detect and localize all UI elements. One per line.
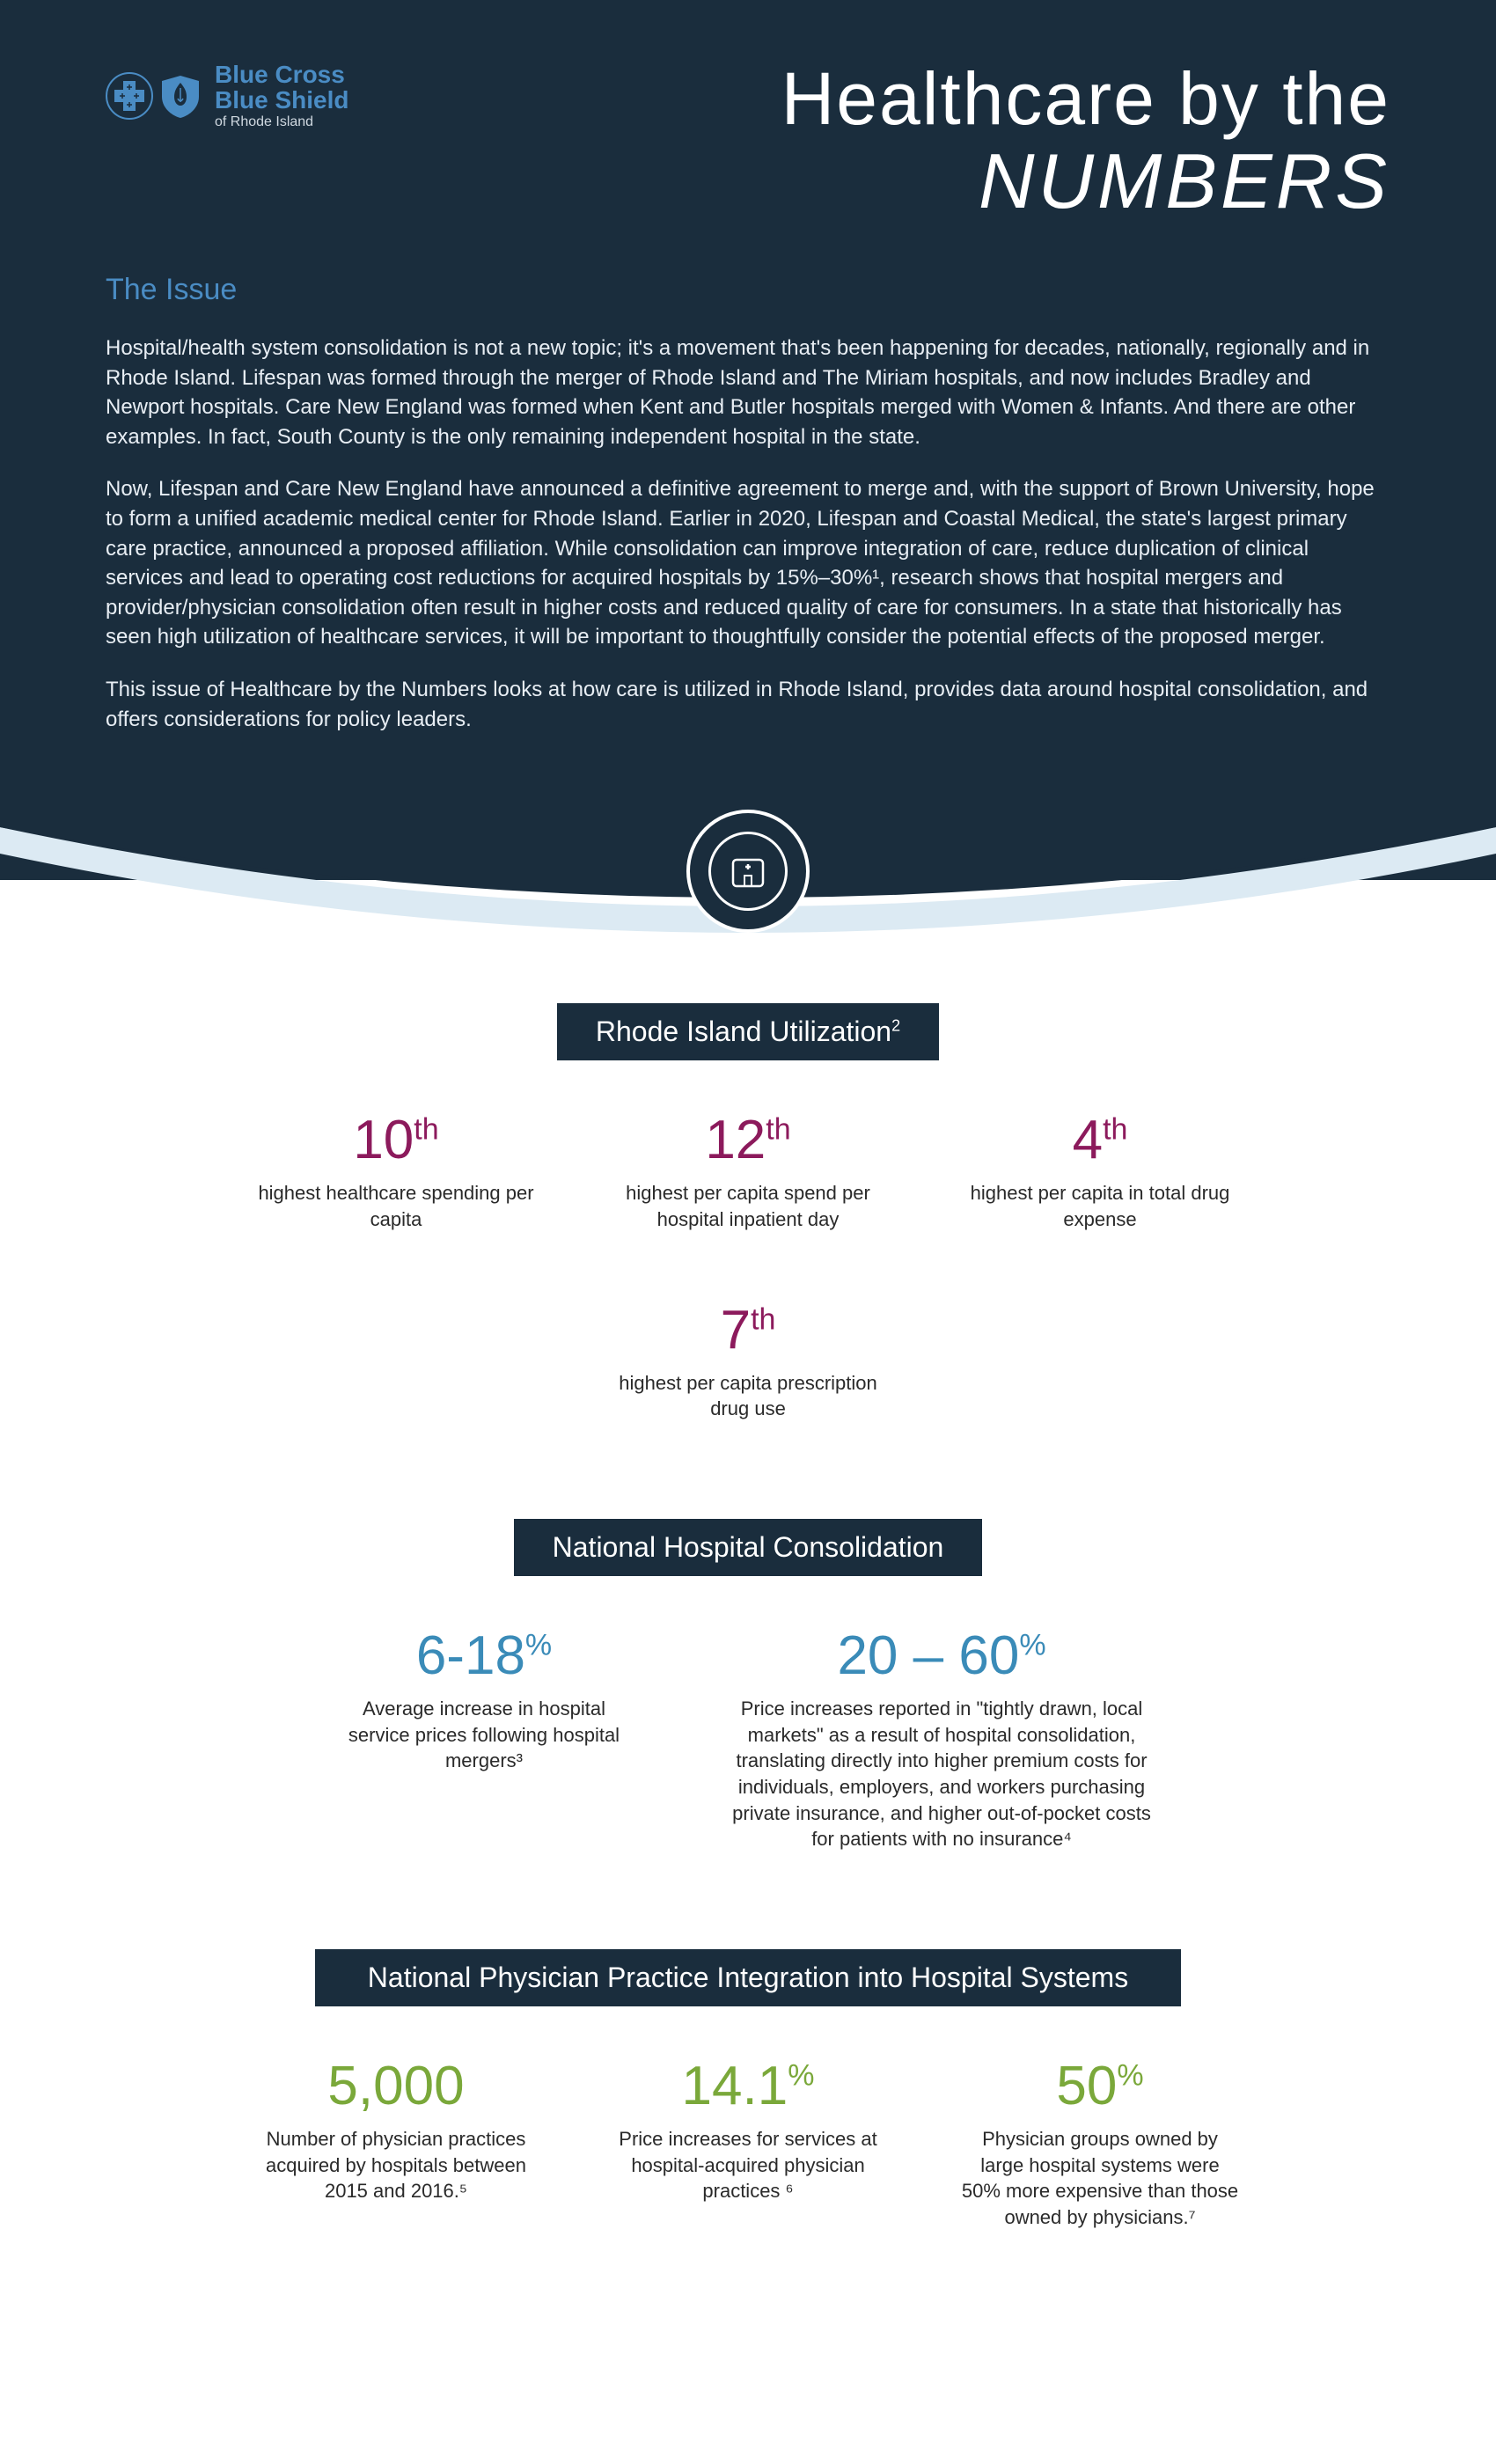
stat-value: 10th	[255, 1113, 537, 1168]
stat-label: highest per capita prescription drug use	[607, 1370, 889, 1422]
hero-section: Blue Cross Blue Shield of Rhode Island H…	[0, 0, 1496, 880]
blue-cross-icon	[106, 72, 153, 120]
stat-row-ri: 10th highest healthcare spending per cap…	[106, 1113, 1390, 1422]
stat-label: Physician groups owned by large hospital…	[959, 2126, 1241, 2231]
stat-label: highest healthcare spending per capita	[255, 1180, 537, 1232]
stat-value: 14.1%	[607, 2059, 889, 2114]
logo-line1: Blue Cross	[215, 62, 348, 87]
stat-ri-4: 7th highest per capita prescription drug…	[607, 1303, 889, 1422]
stat-label: highest per capita spend per hospital in…	[607, 1180, 889, 1232]
hospital-badge	[686, 810, 810, 933]
issue-body: Hospital/health system consolidation is …	[106, 334, 1390, 734]
stat-hosp-1: 6-18% Average increase in hospital servi…	[343, 1629, 625, 1852]
section-header-ri-sup: 2	[891, 1016, 900, 1034]
title-line2: NUMBERS	[781, 143, 1390, 220]
stat-ri-1: 10th highest healthcare spending per cap…	[255, 1113, 537, 1232]
hospital-icon	[726, 849, 770, 893]
stat-value: 5,000	[255, 2059, 537, 2114]
section-header-ri: Rhode Island Utilization2	[557, 1003, 939, 1060]
stat-phys-1: 5,000 Number of physician practices acqu…	[255, 2059, 537, 2231]
stat-label: highest per capita in total drug expense	[959, 1180, 1241, 1232]
issue-para-3: This issue of Healthcare by the Numbers …	[106, 675, 1390, 734]
issue-heading: The Issue	[106, 273, 1390, 307]
stat-label: Average increase in hospital service pri…	[343, 1696, 625, 1774]
stat-hosp-2: 20 – 60% Price increases reported in "ti…	[730, 1629, 1153, 1852]
stat-value: 4th	[959, 1113, 1241, 1168]
stat-label: Number of physician practices acquired b…	[255, 2126, 537, 2204]
logo-line3: of Rhode Island	[215, 115, 348, 130]
stat-value: 20 – 60%	[730, 1629, 1153, 1683]
stat-label: Price increases reported in "tightly dra…	[730, 1696, 1153, 1852]
section-header-hosp: National Hospital Consolidation	[514, 1519, 983, 1576]
stat-row-phys: 5,000 Number of physician practices acqu…	[106, 2059, 1390, 2231]
logo-text: Blue Cross Blue Shield of Rhode Island	[215, 62, 348, 130]
stat-value: 50%	[959, 2059, 1241, 2114]
hero-top-row: Blue Cross Blue Shield of Rhode Island H…	[106, 62, 1390, 220]
stat-ri-2: 12th highest per capita spend per hospit…	[607, 1113, 889, 1232]
stat-label: Price increases for services at hospital…	[607, 2126, 889, 2204]
blue-shield-icon	[157, 72, 204, 120]
stat-value: 7th	[607, 1303, 889, 1358]
section-header-ri-text: Rhode Island Utilization	[596, 1016, 891, 1047]
section-header-phys: National Physician Practice Integration …	[315, 1949, 1181, 2006]
issue-para-2: Now, Lifespan and Care New England have …	[106, 474, 1390, 652]
issue-para-1: Hospital/health system consolidation is …	[106, 334, 1390, 451]
stat-ri-3: 4th highest per capita in total drug exp…	[959, 1113, 1241, 1232]
logo-line2: Blue Shield	[215, 87, 348, 113]
stat-value: 12th	[607, 1113, 889, 1168]
logo-icons	[106, 72, 204, 120]
hospital-badge-inner	[708, 832, 788, 911]
title-line1: Healthcare by the	[781, 62, 1390, 136]
page-title: Healthcare by the NUMBERS	[781, 62, 1390, 220]
stat-phys-3: 50% Physician groups owned by large hosp…	[959, 2059, 1241, 2231]
brand-logo: Blue Cross Blue Shield of Rhode Island	[106, 62, 348, 130]
stat-value: 6-18%	[343, 1629, 625, 1683]
stat-row-hosp: 6-18% Average increase in hospital servi…	[106, 1629, 1390, 1852]
content-area: Rhode Island Utilization2 10th highest h…	[0, 880, 1496, 2416]
stat-phys-2: 14.1% Price increases for services at ho…	[607, 2059, 889, 2231]
